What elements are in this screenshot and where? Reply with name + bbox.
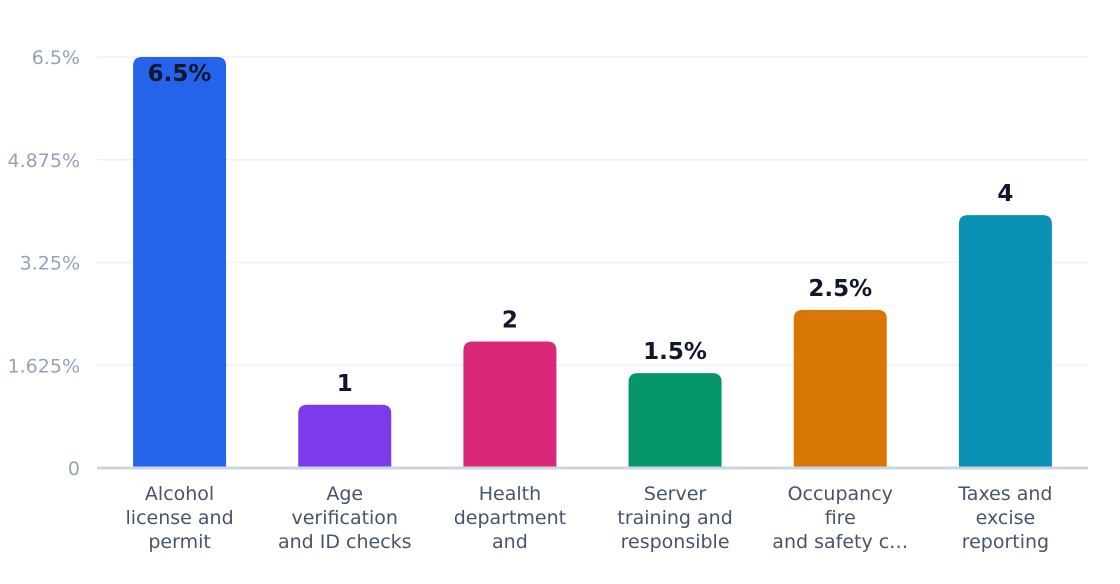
- data-label: 6.5%: [148, 61, 212, 87]
- x-tick-label: Taxes and: [957, 483, 1052, 505]
- data-labels: 6.5% 1 2 1.5% 2.5% 4: [148, 61, 1014, 397]
- bar: [628, 373, 722, 468]
- x-tick-label: training and: [617, 507, 732, 529]
- x-tick-label: Age: [326, 483, 363, 505]
- x-tick-label: department: [454, 507, 566, 529]
- bar: [958, 215, 1052, 468]
- x-tick-label: verification: [292, 507, 398, 529]
- x-tick-label: and: [492, 531, 528, 553]
- data-label: 2.5%: [808, 276, 872, 302]
- x-tick-label: excise: [976, 507, 1036, 529]
- y-tick-label: 0: [68, 458, 80, 480]
- x-tick-label: permit: [148, 531, 210, 553]
- x-tick-label: fire: [825, 507, 856, 529]
- x-tick-label: responsible: [621, 531, 730, 553]
- bars: [133, 57, 1052, 468]
- bar: [298, 404, 392, 468]
- x-tick-label: and safety c…: [772, 531, 908, 553]
- bar: [793, 309, 887, 468]
- data-label: 1.5%: [643, 339, 707, 365]
- x-tick-label: license and: [126, 507, 234, 529]
- bar: [463, 341, 557, 468]
- data-label: 1: [337, 371, 353, 397]
- x-tick-label: and ID checks: [278, 531, 412, 553]
- x-tick-label: Occupancy: [788, 483, 893, 505]
- x-tick-label: Alcohol: [145, 483, 214, 505]
- x-tick-label: Health: [479, 483, 541, 505]
- gridlines: [97, 56, 1088, 366]
- y-tick-label: 6.5%: [32, 47, 80, 69]
- y-tick-label: 4.875%: [8, 150, 80, 172]
- y-tick-label: 1.625%: [8, 355, 80, 377]
- y-tick-label: 3.25%: [20, 253, 80, 275]
- data-label: 2: [502, 308, 518, 334]
- data-label: 4: [997, 181, 1013, 207]
- y-axis-ticks: 0 1.625% 3.25% 4.875% 6.5%: [8, 47, 80, 480]
- x-tick-label: reporting: [962, 531, 1049, 553]
- x-tick-label: Server: [644, 483, 706, 505]
- bar: [133, 57, 227, 468]
